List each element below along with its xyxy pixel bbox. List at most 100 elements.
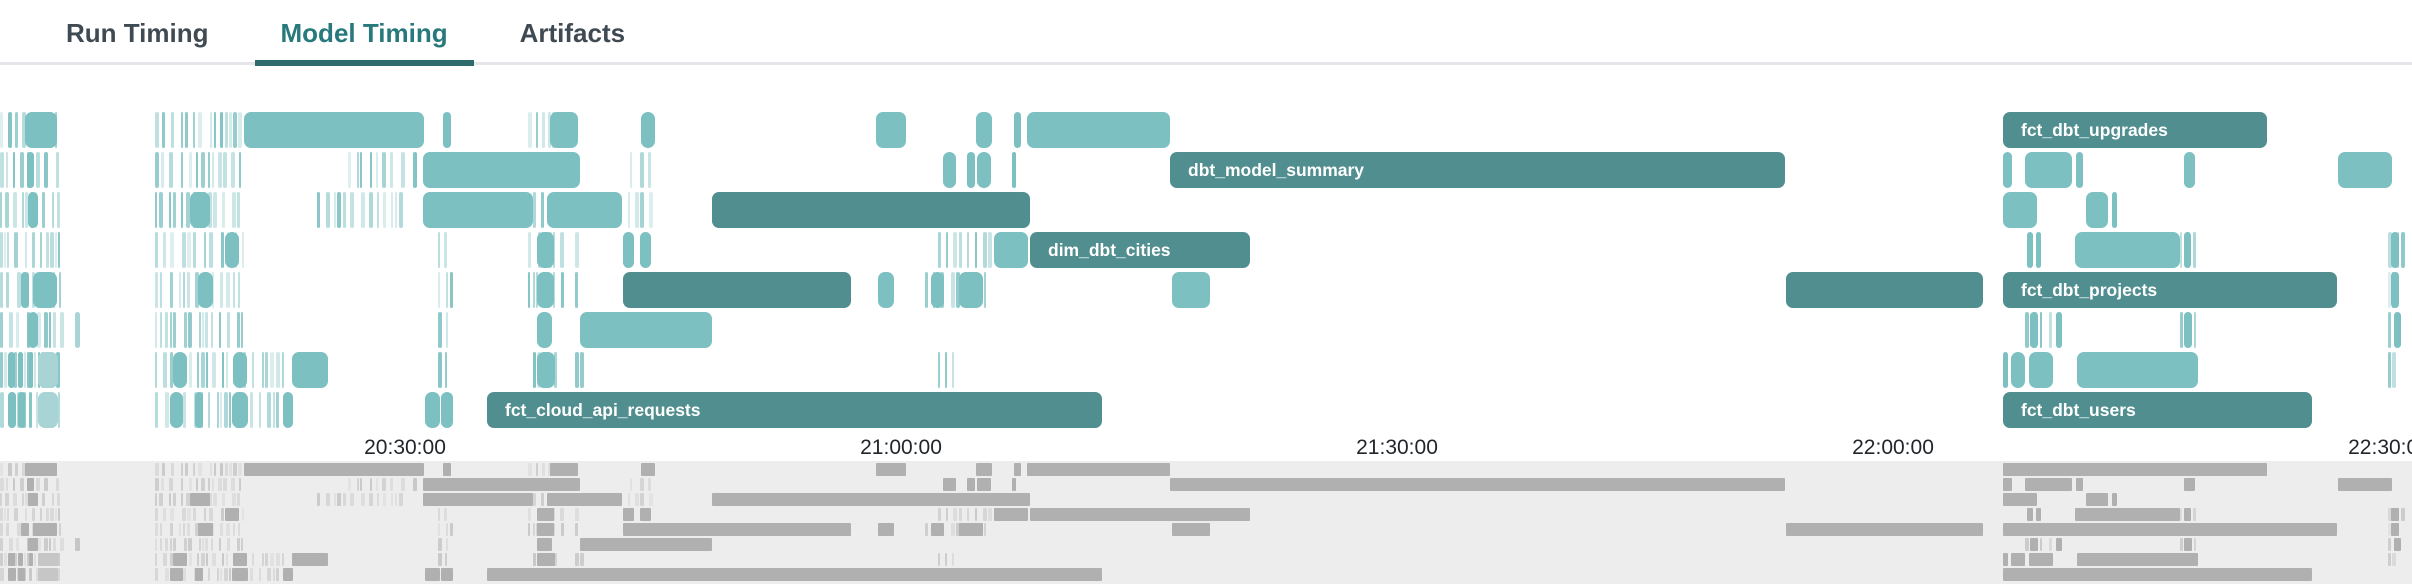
gantt-model-bar[interactable] <box>33 272 57 308</box>
gantt-bar-fct_dbt_upgrades[interactable]: fct_dbt_upgrades <box>2003 112 2267 148</box>
gantt-model-bar[interactable] <box>8 392 16 428</box>
gantt-model-bar[interactable] <box>2086 192 2108 228</box>
gantt-model-sliver <box>209 232 213 268</box>
gantt-model-bar[interactable] <box>18 352 23 388</box>
gantt-model-bar[interactable] <box>425 392 440 428</box>
gantt-model-bar[interactable] <box>198 272 213 308</box>
gantt-model-bar[interactable] <box>25 112 57 148</box>
gantt-model-bar[interactable] <box>640 232 651 268</box>
gantt-bar-dbt_model_summary[interactable]: dbt_model_summary <box>1170 152 1785 188</box>
gantt-model-bar[interactable] <box>550 112 578 148</box>
gantt-model-bar[interactable] <box>943 152 956 188</box>
gantt-model-bar[interactable] <box>2056 312 2062 348</box>
gantt-model-bar[interactable] <box>967 152 975 188</box>
gantt-model-bar[interactable] <box>233 352 247 388</box>
gantt-model-bar[interactable] <box>28 192 38 228</box>
gantt-model-bar[interactable] <box>2027 232 2033 268</box>
gantt-model-bar[interactable] <box>931 272 944 308</box>
gantt-model-bar[interactable] <box>2338 152 2392 188</box>
gantt-bar-fct_dbt_users[interactable]: fct_dbt_users <box>2003 392 2312 428</box>
gantt-model-sliver <box>9 312 13 348</box>
tab-model-timing[interactable]: Model Timing <box>254 0 474 66</box>
gantt-model-bar[interactable] <box>75 312 80 348</box>
gantt-bar-fct_cloud_api_requests[interactable]: fct_cloud_api_requests <box>487 392 1102 428</box>
gantt-model-sliver <box>213 192 217 228</box>
gantt-model-bar[interactable] <box>441 392 453 428</box>
gantt-model-bar[interactable] <box>190 192 210 228</box>
gantt-model-bar[interactable] <box>2112 192 2117 228</box>
gantt-model-bar[interactable] <box>38 352 58 388</box>
gantt-model-bar[interactable] <box>244 112 424 148</box>
gantt-model-bar[interactable] <box>232 392 248 428</box>
tab-run-timing[interactable]: Run Timing <box>66 17 209 48</box>
gantt-model-bar[interactable] <box>225 232 239 268</box>
gantt-model-bar[interactable] <box>1786 272 1983 308</box>
gantt-model-sliver <box>628 192 630 228</box>
gantt-model-bar[interactable] <box>2003 352 2008 388</box>
minimap-model-sliver <box>52 493 54 506</box>
gantt-model-bar[interactable] <box>977 152 991 188</box>
gantt-model-bar[interactable] <box>641 112 655 148</box>
gantt-model-bar[interactable] <box>537 232 554 268</box>
gantt-model-bar[interactable] <box>623 272 851 308</box>
gantt-model-bar[interactable] <box>170 392 183 428</box>
gantt-model-bar[interactable] <box>2076 152 2083 188</box>
gantt-model-bar[interactable] <box>2011 352 2025 388</box>
gantt-model-bar[interactable] <box>18 392 25 428</box>
gantt-model-bar[interactable] <box>27 152 34 188</box>
gantt-model-bar[interactable] <box>959 272 983 308</box>
gantt-model-bar[interactable] <box>28 312 38 348</box>
gantt-model-bar[interactable] <box>2003 192 2037 228</box>
gantt-model-bar[interactable] <box>2077 352 2198 388</box>
gantt-model-bar[interactable] <box>21 272 29 308</box>
gantt-model-bar[interactable] <box>2075 232 2180 268</box>
gantt-model-bar[interactable] <box>2184 232 2191 268</box>
gantt-model-bar[interactable] <box>443 112 451 148</box>
gantt-model-bar[interactable] <box>580 312 712 348</box>
gantt-model-bar[interactable] <box>2184 152 2195 188</box>
gantt-model-bar[interactable] <box>876 112 906 148</box>
minimap-model-bar <box>38 553 58 566</box>
gantt-model-bar[interactable] <box>423 152 580 188</box>
gantt-model-bar[interactable] <box>2025 152 2072 188</box>
gantt-model-bar[interactable] <box>2184 312 2192 348</box>
gantt-model-bar[interactable] <box>976 112 992 148</box>
gantt-model-bar[interactable] <box>1014 112 1021 148</box>
gantt-model-bar[interactable] <box>2036 232 2041 268</box>
gantt-model-bar[interactable] <box>173 352 187 388</box>
tab-artifacts[interactable]: Artifacts <box>519 17 626 48</box>
gantt-model-bar[interactable] <box>878 272 894 308</box>
gantt-model-bar[interactable] <box>537 312 552 348</box>
gantt-model-bar[interactable] <box>2391 272 2399 308</box>
minimap-model-bar <box>38 568 58 581</box>
gantt-model-bar[interactable] <box>195 392 203 428</box>
gantt-model-bar[interactable] <box>283 392 293 428</box>
gantt-model-bar[interactable] <box>2029 352 2053 388</box>
minimap-model-sliver <box>259 568 261 581</box>
gantt-model-bar[interactable] <box>38 392 58 428</box>
gantt-model-bar[interactable] <box>29 352 33 388</box>
gantt-model-bar[interactable] <box>994 232 1028 268</box>
gantt-model-bar[interactable] <box>2391 232 2399 268</box>
gantt-bar-dim_dbt_cities[interactable]: dim_dbt_cities <box>1030 232 1250 268</box>
gantt-model-bar[interactable] <box>2030 312 2038 348</box>
gantt-bar-fct_dbt_projects[interactable]: fct_dbt_projects <box>2003 272 2337 308</box>
gantt-model-bar[interactable] <box>537 352 555 388</box>
gantt-model-bar[interactable] <box>1027 112 1170 148</box>
minimap-model-sliver <box>160 538 162 551</box>
gantt-model-bar[interactable] <box>2003 152 2012 188</box>
gantt-model-bar[interactable] <box>1172 272 1210 308</box>
gantt-model-bar[interactable] <box>547 192 622 228</box>
gantt-model-bar[interactable] <box>537 272 554 308</box>
gantt-model-bar[interactable] <box>423 192 533 228</box>
gantt-model-bar[interactable] <box>712 192 1030 228</box>
timeline-minimap[interactable] <box>0 461 2412 584</box>
gantt-model-bar[interactable] <box>1012 152 1016 188</box>
gantt-model-bar[interactable] <box>623 232 634 268</box>
gantt-model-bar[interactable] <box>8 352 15 388</box>
gantt-model-bar[interactable] <box>2394 312 2401 348</box>
minimap-model-bar <box>195 568 203 581</box>
gantt-model-sliver <box>193 232 196 268</box>
gantt-model-bar[interactable] <box>292 352 328 388</box>
gantt-model-sliver <box>542 112 545 148</box>
